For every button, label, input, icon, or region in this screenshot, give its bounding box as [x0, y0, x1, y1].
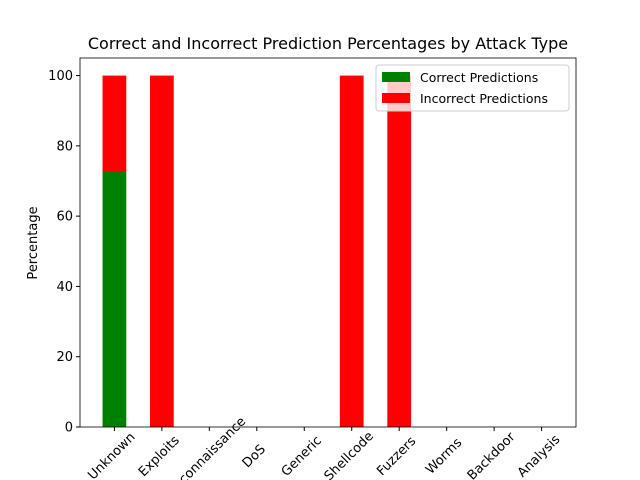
bar — [150, 75, 174, 428]
x-tick-label: Shellcode — [322, 429, 377, 480]
legend-box — [375, 64, 570, 112]
y-tick-label: 80 — [56, 139, 73, 154]
legend-label: Correct Predictions — [420, 70, 538, 85]
legend-swatch — [382, 72, 410, 82]
x-tick-label: Analysis — [515, 432, 564, 480]
x-tick-label: Unknown — [85, 430, 138, 480]
legend-swatch — [382, 93, 410, 103]
plot-frame — [79, 57, 577, 428]
y-tick-label: 100 — [48, 69, 73, 84]
x-tick-label: DoS — [240, 442, 269, 471]
chart-title: Correct and Incorrect Prediction Percent… — [88, 34, 568, 53]
y-axis-label: Percentage — [26, 206, 41, 279]
legend-label: Incorrect Predictions — [420, 91, 548, 106]
y-tick-label: 60 — [56, 210, 73, 225]
y-tick-label: 20 — [56, 350, 73, 365]
x-tick-label: Exploits — [136, 433, 183, 480]
y-tick-label: 0 — [65, 421, 73, 436]
bar — [387, 75, 412, 428]
x-tick-label: Fuzzers — [374, 434, 419, 479]
bar — [102, 75, 127, 172]
bar — [339, 75, 364, 428]
x-tick-label: Generic — [279, 433, 325, 479]
x-tick-label: Backdoor — [465, 429, 519, 480]
x-tick-label: Worms — [423, 435, 465, 477]
y-tick-label: 40 — [56, 280, 73, 295]
bar — [102, 171, 127, 427]
